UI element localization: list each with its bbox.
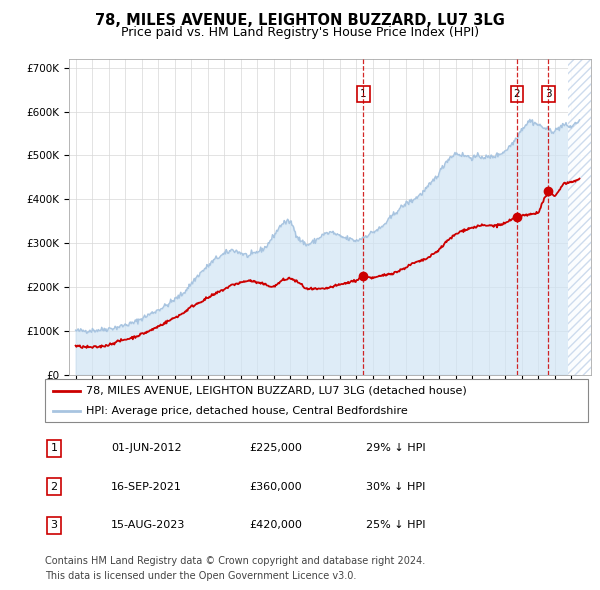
- Text: Contains HM Land Registry data © Crown copyright and database right 2024.
This d: Contains HM Land Registry data © Crown c…: [45, 556, 425, 581]
- Text: 15-AUG-2023: 15-AUG-2023: [111, 520, 185, 530]
- Text: 30% ↓ HPI: 30% ↓ HPI: [366, 482, 425, 491]
- Text: 01-JUN-2012: 01-JUN-2012: [111, 444, 182, 453]
- Text: £360,000: £360,000: [249, 482, 302, 491]
- Text: 2: 2: [514, 89, 520, 99]
- Text: 25% ↓ HPI: 25% ↓ HPI: [366, 520, 425, 530]
- Bar: [568, 59, 591, 375]
- Text: 3: 3: [545, 89, 551, 99]
- Text: 29% ↓ HPI: 29% ↓ HPI: [366, 444, 425, 453]
- Text: £225,000: £225,000: [249, 444, 302, 453]
- Text: 78, MILES AVENUE, LEIGHTON BUZZARD, LU7 3LG (detached house): 78, MILES AVENUE, LEIGHTON BUZZARD, LU7 …: [86, 386, 466, 396]
- Text: Price paid vs. HM Land Registry's House Price Index (HPI): Price paid vs. HM Land Registry's House …: [121, 26, 479, 39]
- Text: 1: 1: [360, 89, 367, 99]
- FancyBboxPatch shape: [45, 379, 588, 422]
- Text: 1: 1: [50, 444, 58, 453]
- Text: 78, MILES AVENUE, LEIGHTON BUZZARD, LU7 3LG: 78, MILES AVENUE, LEIGHTON BUZZARD, LU7 …: [95, 13, 505, 28]
- Text: HPI: Average price, detached house, Central Bedfordshire: HPI: Average price, detached house, Cent…: [86, 407, 407, 416]
- Text: 16-SEP-2021: 16-SEP-2021: [111, 482, 182, 491]
- Text: £420,000: £420,000: [249, 520, 302, 530]
- Text: 3: 3: [50, 520, 58, 530]
- Text: 2: 2: [50, 482, 58, 491]
